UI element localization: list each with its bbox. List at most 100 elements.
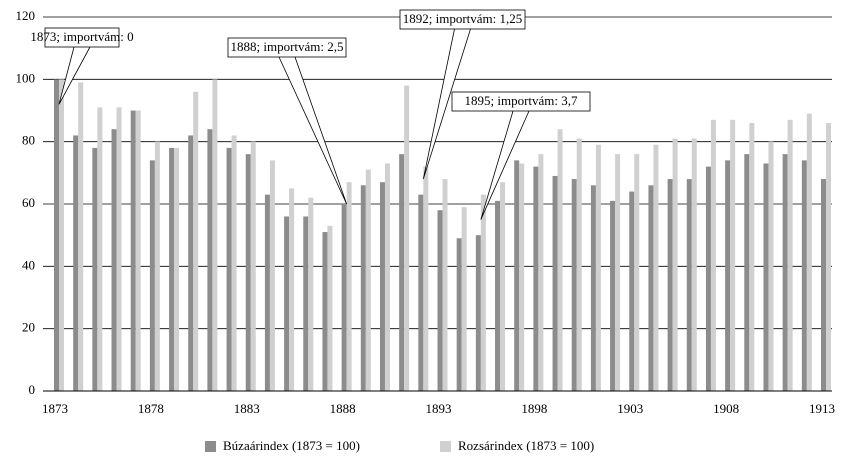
callout-box xyxy=(451,91,591,112)
legend-label: Búzaárindex (1873 = 100) xyxy=(223,438,360,453)
bar xyxy=(174,147,180,391)
bar xyxy=(500,182,506,391)
legend-label: Rozsárindex (1873 = 100) xyxy=(458,438,594,453)
bar xyxy=(379,182,385,391)
callout-text: 1895; importvám: 3,7 xyxy=(464,93,578,108)
bar xyxy=(399,154,405,391)
bar xyxy=(705,166,711,391)
bar xyxy=(514,160,520,391)
bar xyxy=(264,194,270,391)
bar xyxy=(92,147,98,391)
bar xyxy=(538,154,544,391)
y-tick-label: 0 xyxy=(29,382,36,397)
y-tick-label: 20 xyxy=(22,320,35,335)
bar xyxy=(629,191,635,391)
bar xyxy=(245,154,251,391)
bar xyxy=(571,179,577,391)
bar xyxy=(763,163,769,391)
bar xyxy=(116,107,122,391)
bar xyxy=(188,135,194,391)
bar xyxy=(634,154,640,391)
bar xyxy=(269,160,275,391)
callout-box xyxy=(44,27,120,48)
bar xyxy=(284,216,290,391)
y-tick-label: 120 xyxy=(16,8,36,23)
y-tick-label: 60 xyxy=(22,195,35,210)
x-tick-label: 1888 xyxy=(330,401,356,416)
legend-swatch xyxy=(440,441,451,452)
bar xyxy=(519,163,525,391)
bar xyxy=(480,194,486,391)
x-tick-label: 1908 xyxy=(713,401,739,416)
bar xyxy=(327,225,333,391)
bar xyxy=(437,210,443,391)
bar xyxy=(289,188,295,391)
bar xyxy=(130,110,136,391)
bar xyxy=(749,122,755,391)
bar xyxy=(418,194,424,391)
bar xyxy=(533,166,539,391)
x-tick-label: 1903 xyxy=(617,401,643,416)
bar xyxy=(821,179,826,391)
bar xyxy=(149,160,155,391)
bar xyxy=(154,141,160,391)
callout-text: 1892; importvám: 1,25 xyxy=(403,11,523,26)
bar xyxy=(384,163,390,391)
x-tick-label: 1873 xyxy=(42,401,68,416)
callout-text: 1888; importvám: 2,5 xyxy=(230,39,343,54)
bar xyxy=(404,85,410,392)
bar xyxy=(590,185,596,391)
bar xyxy=(672,138,678,391)
y-tick-label: 80 xyxy=(22,133,35,148)
bar xyxy=(97,107,103,391)
bar xyxy=(360,185,366,391)
x-tick-label: 1883 xyxy=(234,401,260,416)
bar xyxy=(730,119,736,391)
bar xyxy=(73,135,79,391)
bar xyxy=(346,182,352,391)
bar xyxy=(135,110,141,391)
bar xyxy=(456,238,462,391)
x-tick-label: 1898 xyxy=(521,401,547,416)
x-tick-label: 1913 xyxy=(809,401,835,416)
bar xyxy=(710,119,716,391)
bar xyxy=(111,129,117,391)
bar xyxy=(193,91,199,392)
bar xyxy=(610,200,616,391)
bar xyxy=(648,185,654,391)
callout-box xyxy=(227,37,347,58)
callout-pointer xyxy=(278,56,348,205)
bar xyxy=(322,232,328,391)
bar xyxy=(667,179,673,391)
y-tick-label: 100 xyxy=(16,70,36,85)
bar xyxy=(557,129,563,391)
bar xyxy=(552,175,558,391)
y-tick-label: 40 xyxy=(22,257,35,272)
x-tick-label: 1893 xyxy=(426,401,452,416)
bar xyxy=(365,169,371,391)
bar xyxy=(576,138,582,391)
bar xyxy=(442,179,448,391)
bar xyxy=(725,160,731,391)
bar xyxy=(826,122,831,391)
bar xyxy=(475,235,481,391)
callout-pointer xyxy=(422,28,471,180)
callout-text: 1873; importvám: 0 xyxy=(30,29,133,44)
bar xyxy=(54,79,59,391)
bar xyxy=(806,113,812,391)
bar xyxy=(768,141,774,391)
bar xyxy=(787,119,793,391)
bar xyxy=(495,200,501,391)
x-tick-label: 1878 xyxy=(138,401,164,416)
bar xyxy=(308,197,314,391)
bar xyxy=(653,144,659,391)
bar xyxy=(231,135,237,391)
bar xyxy=(744,154,750,391)
bar xyxy=(782,154,788,391)
bar xyxy=(423,166,429,391)
bar xyxy=(169,147,175,391)
bar xyxy=(212,79,218,391)
bar xyxy=(303,216,309,391)
bar xyxy=(341,204,347,391)
